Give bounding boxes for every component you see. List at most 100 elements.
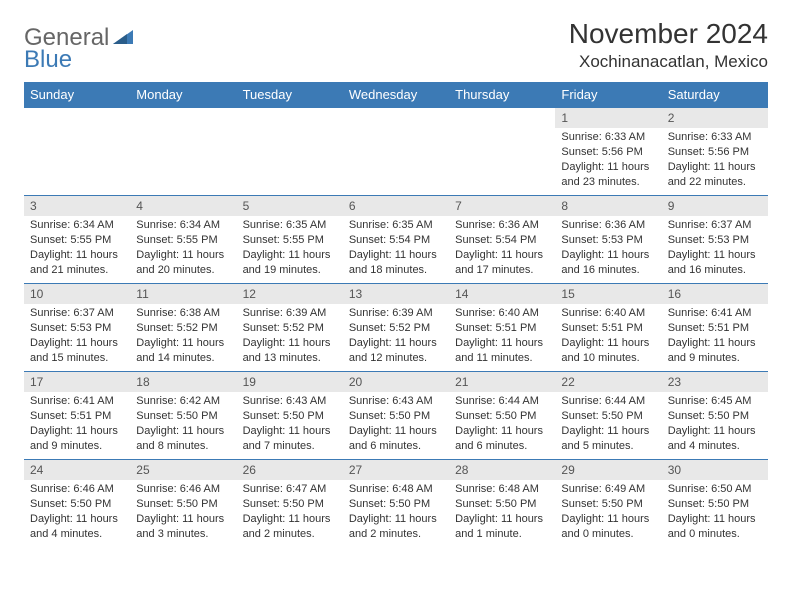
weekday-header: Friday — [555, 82, 661, 108]
weekday-header-row: Sunday Monday Tuesday Wednesday Thursday… — [24, 82, 768, 108]
day-number: 23 — [662, 372, 768, 392]
calendar-day-cell: 18Sunrise: 6:42 AMSunset: 5:50 PMDayligh… — [130, 372, 236, 460]
day-details: Sunrise: 6:45 AMSunset: 5:50 PMDaylight:… — [662, 392, 768, 457]
day-number: 9 — [662, 196, 768, 216]
day-details: Sunrise: 6:46 AMSunset: 5:50 PMDaylight:… — [24, 480, 130, 545]
calendar-day-cell: 25Sunrise: 6:46 AMSunset: 5:50 PMDayligh… — [130, 460, 236, 548]
calendar-day-cell: 19Sunrise: 6:43 AMSunset: 5:50 PMDayligh… — [237, 372, 343, 460]
day-details: Sunrise: 6:34 AMSunset: 5:55 PMDaylight:… — [24, 216, 130, 281]
calendar-day-cell: 14Sunrise: 6:40 AMSunset: 5:51 PMDayligh… — [449, 284, 555, 372]
weekday-header: Sunday — [24, 82, 130, 108]
day-details: Sunrise: 6:41 AMSunset: 5:51 PMDaylight:… — [24, 392, 130, 457]
day-number: 5 — [237, 196, 343, 216]
calendar-day-cell: 9Sunrise: 6:37 AMSunset: 5:53 PMDaylight… — [662, 196, 768, 284]
calendar-day-cell: . — [24, 108, 130, 196]
weekday-header: Thursday — [449, 82, 555, 108]
weekday-header: Monday — [130, 82, 236, 108]
day-details: Sunrise: 6:36 AMSunset: 5:53 PMDaylight:… — [555, 216, 661, 281]
calendar-week-row: .....1Sunrise: 6:33 AMSunset: 5:56 PMDay… — [24, 108, 768, 196]
calendar-page: General November 2024 Xochinanacatlan, M… — [0, 0, 792, 566]
calendar-day-cell: 26Sunrise: 6:47 AMSunset: 5:50 PMDayligh… — [237, 460, 343, 548]
day-details: Sunrise: 6:34 AMSunset: 5:55 PMDaylight:… — [130, 216, 236, 281]
day-details: Sunrise: 6:44 AMSunset: 5:50 PMDaylight:… — [555, 392, 661, 457]
calendar-day-cell: 29Sunrise: 6:49 AMSunset: 5:50 PMDayligh… — [555, 460, 661, 548]
location: Xochinanacatlan, Mexico — [569, 52, 768, 72]
weekday-header: Wednesday — [343, 82, 449, 108]
calendar-day-cell: 8Sunrise: 6:36 AMSunset: 5:53 PMDaylight… — [555, 196, 661, 284]
day-details: Sunrise: 6:39 AMSunset: 5:52 PMDaylight:… — [343, 304, 449, 369]
day-number: 20 — [343, 372, 449, 392]
calendar-day-cell: 24Sunrise: 6:46 AMSunset: 5:50 PMDayligh… — [24, 460, 130, 548]
calendar-day-cell: 27Sunrise: 6:48 AMSunset: 5:50 PMDayligh… — [343, 460, 449, 548]
day-details: Sunrise: 6:46 AMSunset: 5:50 PMDaylight:… — [130, 480, 236, 545]
day-details: Sunrise: 6:40 AMSunset: 5:51 PMDaylight:… — [555, 304, 661, 369]
day-number: 25 — [130, 460, 236, 480]
day-details: Sunrise: 6:43 AMSunset: 5:50 PMDaylight:… — [237, 392, 343, 457]
day-details: Sunrise: 6:33 AMSunset: 5:56 PMDaylight:… — [555, 128, 661, 193]
day-number: 6 — [343, 196, 449, 216]
calendar-day-cell: 7Sunrise: 6:36 AMSunset: 5:54 PMDaylight… — [449, 196, 555, 284]
weekday-header: Saturday — [662, 82, 768, 108]
day-number: 10 — [24, 284, 130, 304]
calendar-day-cell: 20Sunrise: 6:43 AMSunset: 5:50 PMDayligh… — [343, 372, 449, 460]
calendar-body: .....1Sunrise: 6:33 AMSunset: 5:56 PMDay… — [24, 108, 768, 548]
calendar-day-cell: 5Sunrise: 6:35 AMSunset: 5:55 PMDaylight… — [237, 196, 343, 284]
day-number: 27 — [343, 460, 449, 480]
calendar-day-cell: 23Sunrise: 6:45 AMSunset: 5:50 PMDayligh… — [662, 372, 768, 460]
calendar-day-cell: 1Sunrise: 6:33 AMSunset: 5:56 PMDaylight… — [555, 108, 661, 196]
calendar-week-row: 3Sunrise: 6:34 AMSunset: 5:55 PMDaylight… — [24, 196, 768, 284]
day-details: Sunrise: 6:35 AMSunset: 5:55 PMDaylight:… — [237, 216, 343, 281]
day-number: 17 — [24, 372, 130, 392]
calendar-day-cell: 4Sunrise: 6:34 AMSunset: 5:55 PMDaylight… — [130, 196, 236, 284]
day-number: 18 — [130, 372, 236, 392]
calendar-week-row: 10Sunrise: 6:37 AMSunset: 5:53 PMDayligh… — [24, 284, 768, 372]
calendar-table: Sunday Monday Tuesday Wednesday Thursday… — [24, 82, 768, 548]
header: General November 2024 Xochinanacatlan, M… — [24, 18, 768, 72]
day-number: 4 — [130, 196, 236, 216]
day-number: 30 — [662, 460, 768, 480]
day-details: Sunrise: 6:48 AMSunset: 5:50 PMDaylight:… — [343, 480, 449, 545]
day-details: Sunrise: 6:42 AMSunset: 5:50 PMDaylight:… — [130, 392, 236, 457]
day-details: Sunrise: 6:39 AMSunset: 5:52 PMDaylight:… — [237, 304, 343, 369]
calendar-day-cell: 6Sunrise: 6:35 AMSunset: 5:54 PMDaylight… — [343, 196, 449, 284]
day-number: 29 — [555, 460, 661, 480]
day-details: Sunrise: 6:41 AMSunset: 5:51 PMDaylight:… — [662, 304, 768, 369]
calendar-day-cell: 2Sunrise: 6:33 AMSunset: 5:56 PMDaylight… — [662, 108, 768, 196]
weekday-header: Tuesday — [237, 82, 343, 108]
calendar-day-cell: 15Sunrise: 6:40 AMSunset: 5:51 PMDayligh… — [555, 284, 661, 372]
day-details: Sunrise: 6:50 AMSunset: 5:50 PMDaylight:… — [662, 480, 768, 545]
day-number: 14 — [449, 284, 555, 304]
calendar-day-cell: 16Sunrise: 6:41 AMSunset: 5:51 PMDayligh… — [662, 284, 768, 372]
day-details: Sunrise: 6:37 AMSunset: 5:53 PMDaylight:… — [24, 304, 130, 369]
calendar-day-cell: 28Sunrise: 6:48 AMSunset: 5:50 PMDayligh… — [449, 460, 555, 548]
calendar-day-cell: . — [449, 108, 555, 196]
day-details: Sunrise: 6:37 AMSunset: 5:53 PMDaylight:… — [662, 216, 768, 281]
day-number: 26 — [237, 460, 343, 480]
day-number: 15 — [555, 284, 661, 304]
calendar-day-cell: 10Sunrise: 6:37 AMSunset: 5:53 PMDayligh… — [24, 284, 130, 372]
day-details: Sunrise: 6:38 AMSunset: 5:52 PMDaylight:… — [130, 304, 236, 369]
day-details: Sunrise: 6:48 AMSunset: 5:50 PMDaylight:… — [449, 480, 555, 545]
calendar-day-cell: 22Sunrise: 6:44 AMSunset: 5:50 PMDayligh… — [555, 372, 661, 460]
day-number: 21 — [449, 372, 555, 392]
day-details: Sunrise: 6:35 AMSunset: 5:54 PMDaylight:… — [343, 216, 449, 281]
calendar-day-cell: 12Sunrise: 6:39 AMSunset: 5:52 PMDayligh… — [237, 284, 343, 372]
calendar-day-cell: 21Sunrise: 6:44 AMSunset: 5:50 PMDayligh… — [449, 372, 555, 460]
day-number: 13 — [343, 284, 449, 304]
logo-triangle-icon — [113, 28, 133, 49]
day-details: Sunrise: 6:49 AMSunset: 5:50 PMDaylight:… — [555, 480, 661, 545]
day-number: 7 — [449, 196, 555, 216]
calendar-week-row: 17Sunrise: 6:41 AMSunset: 5:51 PMDayligh… — [24, 372, 768, 460]
day-number: 12 — [237, 284, 343, 304]
day-number: 2 — [662, 108, 768, 128]
calendar-day-cell: 11Sunrise: 6:38 AMSunset: 5:52 PMDayligh… — [130, 284, 236, 372]
day-details: Sunrise: 6:43 AMSunset: 5:50 PMDaylight:… — [343, 392, 449, 457]
calendar-day-cell: . — [237, 108, 343, 196]
calendar-day-cell: . — [343, 108, 449, 196]
day-number: 22 — [555, 372, 661, 392]
day-details: Sunrise: 6:47 AMSunset: 5:50 PMDaylight:… — [237, 480, 343, 545]
calendar-day-cell: . — [130, 108, 236, 196]
day-number: 3 — [24, 196, 130, 216]
day-number: 28 — [449, 460, 555, 480]
calendar-week-row: 24Sunrise: 6:46 AMSunset: 5:50 PMDayligh… — [24, 460, 768, 548]
